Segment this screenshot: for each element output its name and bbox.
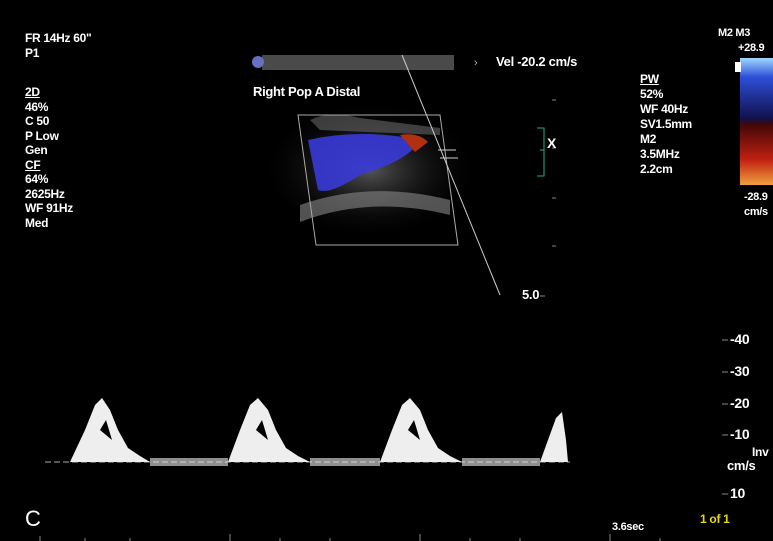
location-label: Right Pop A Distal: [253, 85, 360, 99]
gate-marker: [537, 128, 544, 176]
left-param: P Low: [25, 129, 59, 143]
right-param: SV1.5mm: [640, 117, 692, 131]
left-param: 64%: [25, 172, 48, 186]
spectral-waveform: [70, 398, 568, 466]
colorbar-mode: M2 M3: [718, 26, 750, 40]
colorbar-unit: cm/s: [744, 205, 768, 219]
color-bar: [740, 58, 773, 185]
scale-label: 10: [730, 486, 745, 500]
left-param: 2625Hz: [25, 187, 65, 201]
left-param: CF: [25, 158, 40, 172]
right-param: M2: [640, 132, 656, 146]
left-param: C 50: [25, 114, 49, 128]
arrow-icon: ›: [474, 57, 478, 69]
preset: P1: [25, 46, 39, 60]
right-param: WF 40Hz: [640, 102, 688, 116]
ultrasound-screen: › FR 14Hz 60: [0, 0, 773, 541]
mode-letter: C: [25, 507, 41, 531]
velocity: Vel -20.2 cm/s: [496, 55, 577, 69]
left-param: WF 91Hz: [25, 201, 73, 215]
right-param: PW: [640, 72, 659, 86]
scale-label: -40: [730, 332, 749, 346]
scale-label: -10: [730, 427, 749, 441]
right-param: 3.5MHz: [640, 147, 680, 161]
depth-ticks: [540, 100, 556, 296]
left-param: Gen: [25, 143, 47, 157]
color-bar-marker: [735, 62, 741, 72]
colorbar-min: -28.9: [744, 190, 768, 204]
invert-label: Inv: [752, 445, 768, 459]
frame-count: 1 of 1: [700, 512, 730, 526]
colorbar-max: +28.9: [738, 41, 764, 55]
probe-bar: [262, 55, 454, 70]
left-param: 46%: [25, 100, 48, 114]
scale-label: -30: [730, 364, 749, 378]
time-ticks: [40, 534, 660, 541]
sweep-time: 3.6sec: [612, 520, 644, 534]
scale-label: -20: [730, 396, 749, 410]
right-param: 2.2cm: [640, 162, 673, 176]
left-param: Med: [25, 216, 48, 230]
right-param: 52%: [640, 87, 663, 101]
depth-label: 5.0: [522, 288, 539, 302]
probe-icon: [252, 56, 264, 68]
scale-unit: cm/s: [727, 459, 755, 473]
left-param: 2D: [25, 85, 40, 99]
gate-label: X: [547, 136, 556, 150]
frame-rate: FR 14Hz 60": [25, 31, 91, 45]
